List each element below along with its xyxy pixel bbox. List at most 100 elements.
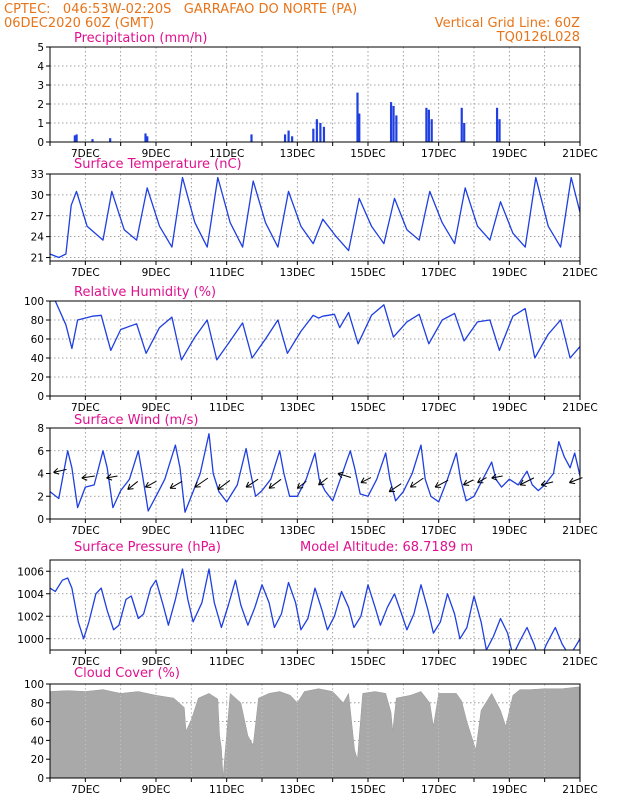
- humidity-title: Relative Humidity (%): [74, 285, 216, 300]
- header-station: CPTEC: 046:53W-02:20S GARRAFAO DO NORTE …: [4, 2, 357, 17]
- cloud-cover-frame: [49, 683, 581, 779]
- precipitation-ytick-label: 1: [37, 118, 44, 130]
- precipitation-frame: [49, 46, 581, 143]
- precipitation-title: Precipitation (mm/h): [74, 31, 207, 46]
- wind-vector: [540, 480, 554, 488]
- wind-vector: [81, 473, 95, 481]
- precipitation-xtick-label: 15DEC: [350, 148, 385, 160]
- temperature-xtick-label: 13DEC: [280, 267, 315, 279]
- wind-vector-shaft: [541, 481, 554, 486]
- humidity-xtick-label: 15DEC: [350, 402, 385, 414]
- precipitation-xtick-label: 19DEC: [492, 148, 527, 160]
- wind-ytick-label: 4: [37, 469, 44, 481]
- precipitation-bar: [463, 123, 466, 142]
- wind-vector: [388, 483, 402, 493]
- pressure-xtick-label: 17DEC: [421, 656, 456, 668]
- humidity-ytick-label: 80: [31, 315, 44, 327]
- pressure-ytick-label: 1004: [17, 589, 44, 601]
- precipitation-bar: [109, 138, 112, 142]
- wind-vector-shaft: [245, 478, 259, 488]
- wind-vector: [127, 481, 139, 490]
- cloud-cover-xtick-label: 19DEC: [492, 784, 527, 796]
- precipitation-bar: [91, 139, 94, 142]
- temperature-ytick-label: 27: [31, 211, 44, 223]
- pressure-xtick-label: 9DEC: [142, 656, 171, 668]
- cloud-cover-ytick-label: 80: [31, 698, 44, 710]
- wind-vector-shaft: [410, 477, 424, 488]
- wind-vector-shaft: [127, 481, 139, 490]
- header-run-date: 06DEC2020 60Z (GMT): [4, 16, 154, 31]
- wind-vector-shaft: [194, 477, 209, 488]
- humidity-ytick-label: 0: [37, 391, 44, 403]
- pressure-annotation: Model Altitude: 68.7189 m: [300, 540, 473, 555]
- cloud-cover-xtick-label: 11DEC: [209, 784, 244, 796]
- wind-vector: [194, 477, 209, 488]
- precipitation-bar: [146, 136, 149, 142]
- temperature-xtick-label: 15DEC: [350, 267, 385, 279]
- temperature-frame: [49, 173, 581, 262]
- wind-vector: [409, 477, 424, 488]
- wind-vector-head: [519, 479, 526, 486]
- wind-vector-shaft: [477, 477, 487, 484]
- wind-vector-head: [194, 481, 201, 488]
- precipitation-bar: [425, 107, 428, 142]
- precipitation-bar: [427, 109, 430, 142]
- wind-vector: [491, 473, 503, 481]
- humidity-panel: 0 20 40 60 80 100 7DEC 9DEC 11DEC 13DEC 15DEC 17DEC…: [24, 285, 598, 414]
- header-grid-note: Vertical Grid Line: 60Z: [435, 16, 580, 31]
- precipitation-panel: 0 1 2 3 4 5 7DEC 9DEC 11DEC 13DEC 15DEC 17DEC 19DEC 2…: [37, 31, 597, 160]
- wind-xtick-label: 9DEC: [142, 525, 171, 537]
- precipitation-bar: [358, 113, 361, 142]
- wind-vector-head: [388, 486, 396, 493]
- cloud-cover-xtick-label: 17DEC: [421, 784, 456, 796]
- wind-vector-head: [81, 473, 88, 481]
- wind-vector-shaft: [217, 480, 231, 490]
- wind-vector-head: [409, 481, 417, 488]
- pressure-xtick-label: 15DEC: [350, 656, 385, 668]
- cloud-cover-xtick-label: 9DEC: [142, 784, 171, 796]
- precipitation-xtick-label: 9DEC: [142, 148, 171, 160]
- temperature-xtick-label: 17DEC: [421, 267, 456, 279]
- wind-vector-head: [106, 473, 113, 481]
- wind-vector: [360, 477, 372, 484]
- wind-vector-head: [318, 479, 325, 486]
- precipitation-bar: [395, 115, 398, 142]
- wind-vector: [434, 479, 449, 488]
- temperature-xtick-label: 9DEC: [142, 267, 171, 279]
- wind-vector-shaft: [169, 480, 183, 489]
- cloud-cover-ytick-label: 20: [31, 754, 44, 766]
- wind-vector-head: [462, 479, 470, 486]
- wind-vector: [268, 478, 282, 489]
- wind-vector: [477, 477, 487, 484]
- humidity-xtick-label: 17DEC: [421, 402, 456, 414]
- wind-series-line: [50, 433, 580, 513]
- precipitation-ytick-label: 2: [37, 99, 44, 111]
- cloud-cover-title: Cloud Cover (%): [74, 666, 180, 681]
- precipitation-bar: [144, 133, 147, 142]
- wind-vector-head: [245, 481, 252, 488]
- humidity-xtick-label: 21DEC: [562, 402, 597, 414]
- precipitation-ytick-label: 3: [37, 80, 44, 92]
- precipitation-bar: [322, 126, 326, 142]
- precipitation-bar: [283, 134, 287, 142]
- wind-vector-head: [434, 481, 441, 488]
- wind-vector: [217, 480, 231, 490]
- cloud-cover-area: [50, 686, 580, 778]
- wind-panel: 0 2 4 6 8 7DEC 9DEC 11DEC 13DEC 15DEC 17DEC 19DEC 21…: [37, 413, 597, 537]
- wind-vector: [245, 478, 259, 488]
- wind-vector: [296, 480, 307, 489]
- temperature-ytick-label: 24: [31, 232, 45, 244]
- humidity-ytick-label: 60: [31, 334, 44, 346]
- cloud-cover-panel: 0 20 40 60 80 100 7DEC 9DEC 11DEC 13DEC 15DEC 17DEC…: [24, 666, 598, 796]
- wind-xtick-label: 15DEC: [350, 525, 385, 537]
- wind-xtick-label: 19DEC: [492, 525, 527, 537]
- wind-ytick-label: 8: [37, 423, 44, 435]
- wind-vector-head: [569, 477, 576, 485]
- precipitation-xtick-label: 7DEC: [71, 148, 100, 160]
- cloud-cover-ytick-label: 100: [24, 679, 44, 691]
- precipitation-xtick-label: 13DEC: [280, 148, 315, 160]
- wind-vector: [337, 471, 352, 479]
- wind-vector-head: [169, 482, 176, 489]
- cloud-cover-ytick-label: 0: [37, 773, 44, 785]
